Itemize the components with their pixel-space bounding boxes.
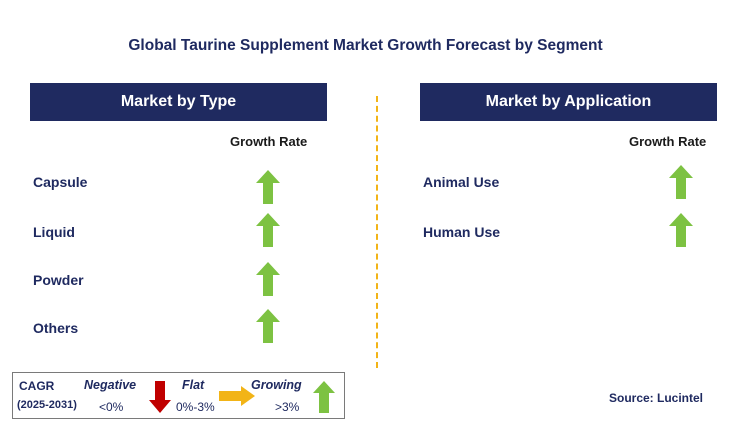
down-arrow-icon [149, 381, 171, 413]
legend-flat-range: 0%-3% [176, 400, 215, 414]
up-arrow-icon [669, 165, 693, 199]
type-panel-header: Market by Type [30, 83, 327, 121]
up-arrow-icon [256, 309, 280, 343]
up-arrow-icon [256, 213, 280, 247]
legend-negative-range: <0% [99, 400, 124, 414]
legend-cagr-label: CAGR [19, 379, 55, 393]
application-row-label: Animal Use [423, 174, 500, 190]
type-row-label: Powder [33, 272, 84, 288]
application-panel-header: Market by Application [420, 83, 717, 121]
up-arrow-icon [313, 381, 335, 413]
legend-growing-label: Growing [251, 378, 302, 392]
chart-title: Global Taurine Supplement Market Growth … [128, 37, 603, 54]
legend-flat-label: Flat [182, 378, 205, 392]
up-arrow-icon [669, 213, 693, 247]
legend-growing-range: >3% [275, 400, 300, 414]
up-arrow-icon [256, 262, 280, 296]
right-arrow-icon [219, 386, 255, 406]
panel-divider [376, 96, 378, 368]
source-note: Source: Lucintel [609, 391, 704, 405]
application-row-label: Human Use [423, 224, 501, 240]
type-growth-rate-label: Growth Rate [230, 134, 308, 149]
type-row-label: Others [33, 320, 79, 336]
legend-negative-label: Negative [84, 378, 137, 392]
cagr-legend: CAGR (2025-2031) Negative <0% Flat 0%-3%… [12, 372, 345, 419]
type-row-label: Capsule [33, 174, 88, 190]
legend-period: (2025-2031) [17, 399, 77, 411]
up-arrow-icon [256, 170, 280, 204]
type-row-label: Liquid [33, 224, 75, 240]
application-growth-rate-label: Growth Rate [629, 134, 707, 149]
